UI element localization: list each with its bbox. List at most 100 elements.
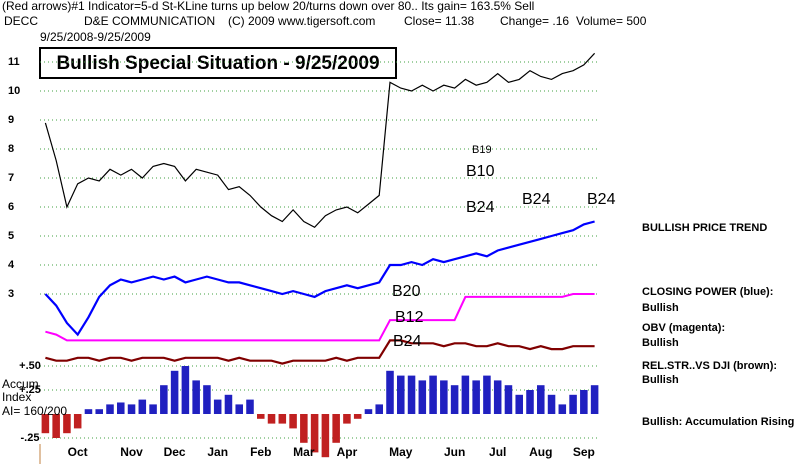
accum-bar xyxy=(84,409,93,414)
accum-bar xyxy=(504,385,513,414)
signal-label: B24 xyxy=(393,333,422,350)
accum-bar xyxy=(52,414,60,438)
accum-bar xyxy=(418,380,427,414)
accum-bar xyxy=(332,414,340,443)
side-label: OBV (magenta): xyxy=(642,322,725,334)
x-tick-label: Apr xyxy=(337,445,358,459)
indicator-line: (Red arrows)#1 Indicator=5-d St-KLine tu… xyxy=(2,0,534,13)
y-tick-label: 5 xyxy=(8,230,14,242)
x-tick-label: Oct xyxy=(68,445,88,459)
signal-label: B20 xyxy=(392,283,421,300)
accum-bar xyxy=(213,399,222,414)
accum-bar xyxy=(106,404,114,414)
copyright: (C) 2009 www.tigersoft.com xyxy=(228,14,375,28)
accum-bar xyxy=(343,414,351,424)
accum-bar xyxy=(310,414,319,453)
accum-bar xyxy=(547,394,556,414)
y-tick-label: 3 xyxy=(8,288,14,300)
close: Close= 11.38 xyxy=(404,14,474,28)
signal-label: B12 xyxy=(395,309,424,326)
accum-bar xyxy=(515,394,523,414)
accum-bar xyxy=(461,375,470,414)
x-tick-label: Sep xyxy=(573,445,595,459)
y-tick-label: 11 xyxy=(8,56,20,68)
y-tick-label: 8 xyxy=(8,143,14,155)
volume: Volume= 500 xyxy=(576,14,647,28)
side-label: REL.STR..VS DJI (brown): xyxy=(642,360,777,372)
accum-bar xyxy=(375,404,383,414)
accum-bar xyxy=(267,414,276,424)
x-tick-label: Jun xyxy=(444,445,465,459)
accum-bar xyxy=(181,366,190,414)
accum-bar xyxy=(353,414,362,419)
series-line xyxy=(45,293,595,342)
y2-tick-label: +.25 xyxy=(19,384,41,396)
signal-label: B24 xyxy=(587,191,616,208)
x-tick-label: Jan xyxy=(207,445,228,459)
accum-bar xyxy=(95,409,103,414)
accum-bar xyxy=(558,404,567,414)
accum-bar xyxy=(386,370,394,414)
x-tick-label: Nov xyxy=(120,445,143,459)
accum-bar xyxy=(246,399,254,414)
accum-bar xyxy=(149,404,157,414)
accum-label: Accum xyxy=(2,377,39,391)
accum-bar xyxy=(192,380,200,414)
accum-bar xyxy=(117,402,125,414)
accum-bar xyxy=(73,414,82,429)
side-label: Bullish: Accumulation Rising xyxy=(642,416,794,428)
x-tick-label: May xyxy=(389,445,413,459)
accum-bar xyxy=(257,414,265,419)
accum-bar xyxy=(526,390,534,414)
side-label: Bullish xyxy=(642,302,679,314)
y-tick-label: 6 xyxy=(8,201,14,213)
accum-bar xyxy=(235,404,243,414)
accum-bar xyxy=(450,385,459,414)
accum-bar xyxy=(321,414,330,458)
accum-bar xyxy=(300,414,308,443)
y-tick-label: 4 xyxy=(8,259,15,271)
title-box xyxy=(39,47,397,79)
accum-bar xyxy=(590,385,599,414)
y2-tick-label: -.25 xyxy=(21,432,40,444)
accum-bar xyxy=(278,414,287,424)
accum-bar xyxy=(203,385,211,414)
signal-label: B24 xyxy=(466,199,495,216)
accum-bar xyxy=(569,394,577,414)
accum-bar xyxy=(407,375,416,414)
signal-label: B24 xyxy=(522,191,551,208)
accum-bar xyxy=(63,414,71,434)
side-label: Bullish xyxy=(642,374,679,386)
y-tick-label: 10 xyxy=(8,85,20,97)
accum-bar xyxy=(224,394,233,414)
series-line xyxy=(44,220,595,337)
x-tick-label: Mar xyxy=(293,445,315,459)
x-tick-label: Aug xyxy=(529,445,552,459)
date-range: 9/25/2008-9/25/2009 xyxy=(40,30,151,44)
accum-bar xyxy=(483,375,491,414)
accum-bar xyxy=(127,404,136,414)
accum-bar xyxy=(472,380,480,414)
accum-bar xyxy=(429,375,437,414)
x-tick-label: Jul xyxy=(489,445,506,459)
y-tick-label: 9 xyxy=(8,114,14,126)
accum-bar xyxy=(138,399,147,414)
side-label: CLOSING POWER (blue): xyxy=(642,286,773,298)
series-line xyxy=(44,52,596,229)
accum-bar xyxy=(364,409,373,414)
accum-label: Index xyxy=(2,390,31,404)
y-tick-label: 7 xyxy=(8,172,14,184)
accum-bar xyxy=(440,380,448,414)
company: D&E COMMUNICATION xyxy=(84,14,215,28)
accum-bar xyxy=(41,414,50,434)
change: Change= .16 xyxy=(500,14,569,28)
chart-title: Bullish Special Situation - 9/25/2009 xyxy=(56,53,379,74)
side-label: Bullish xyxy=(642,337,679,349)
y2-tick-label: +.50 xyxy=(19,360,41,372)
accum-bar xyxy=(160,385,168,414)
signal-label: B10 xyxy=(466,163,495,180)
accum-bar xyxy=(170,370,179,414)
ticker: DECC xyxy=(4,14,38,28)
x-tick-label: Dec xyxy=(164,445,186,459)
